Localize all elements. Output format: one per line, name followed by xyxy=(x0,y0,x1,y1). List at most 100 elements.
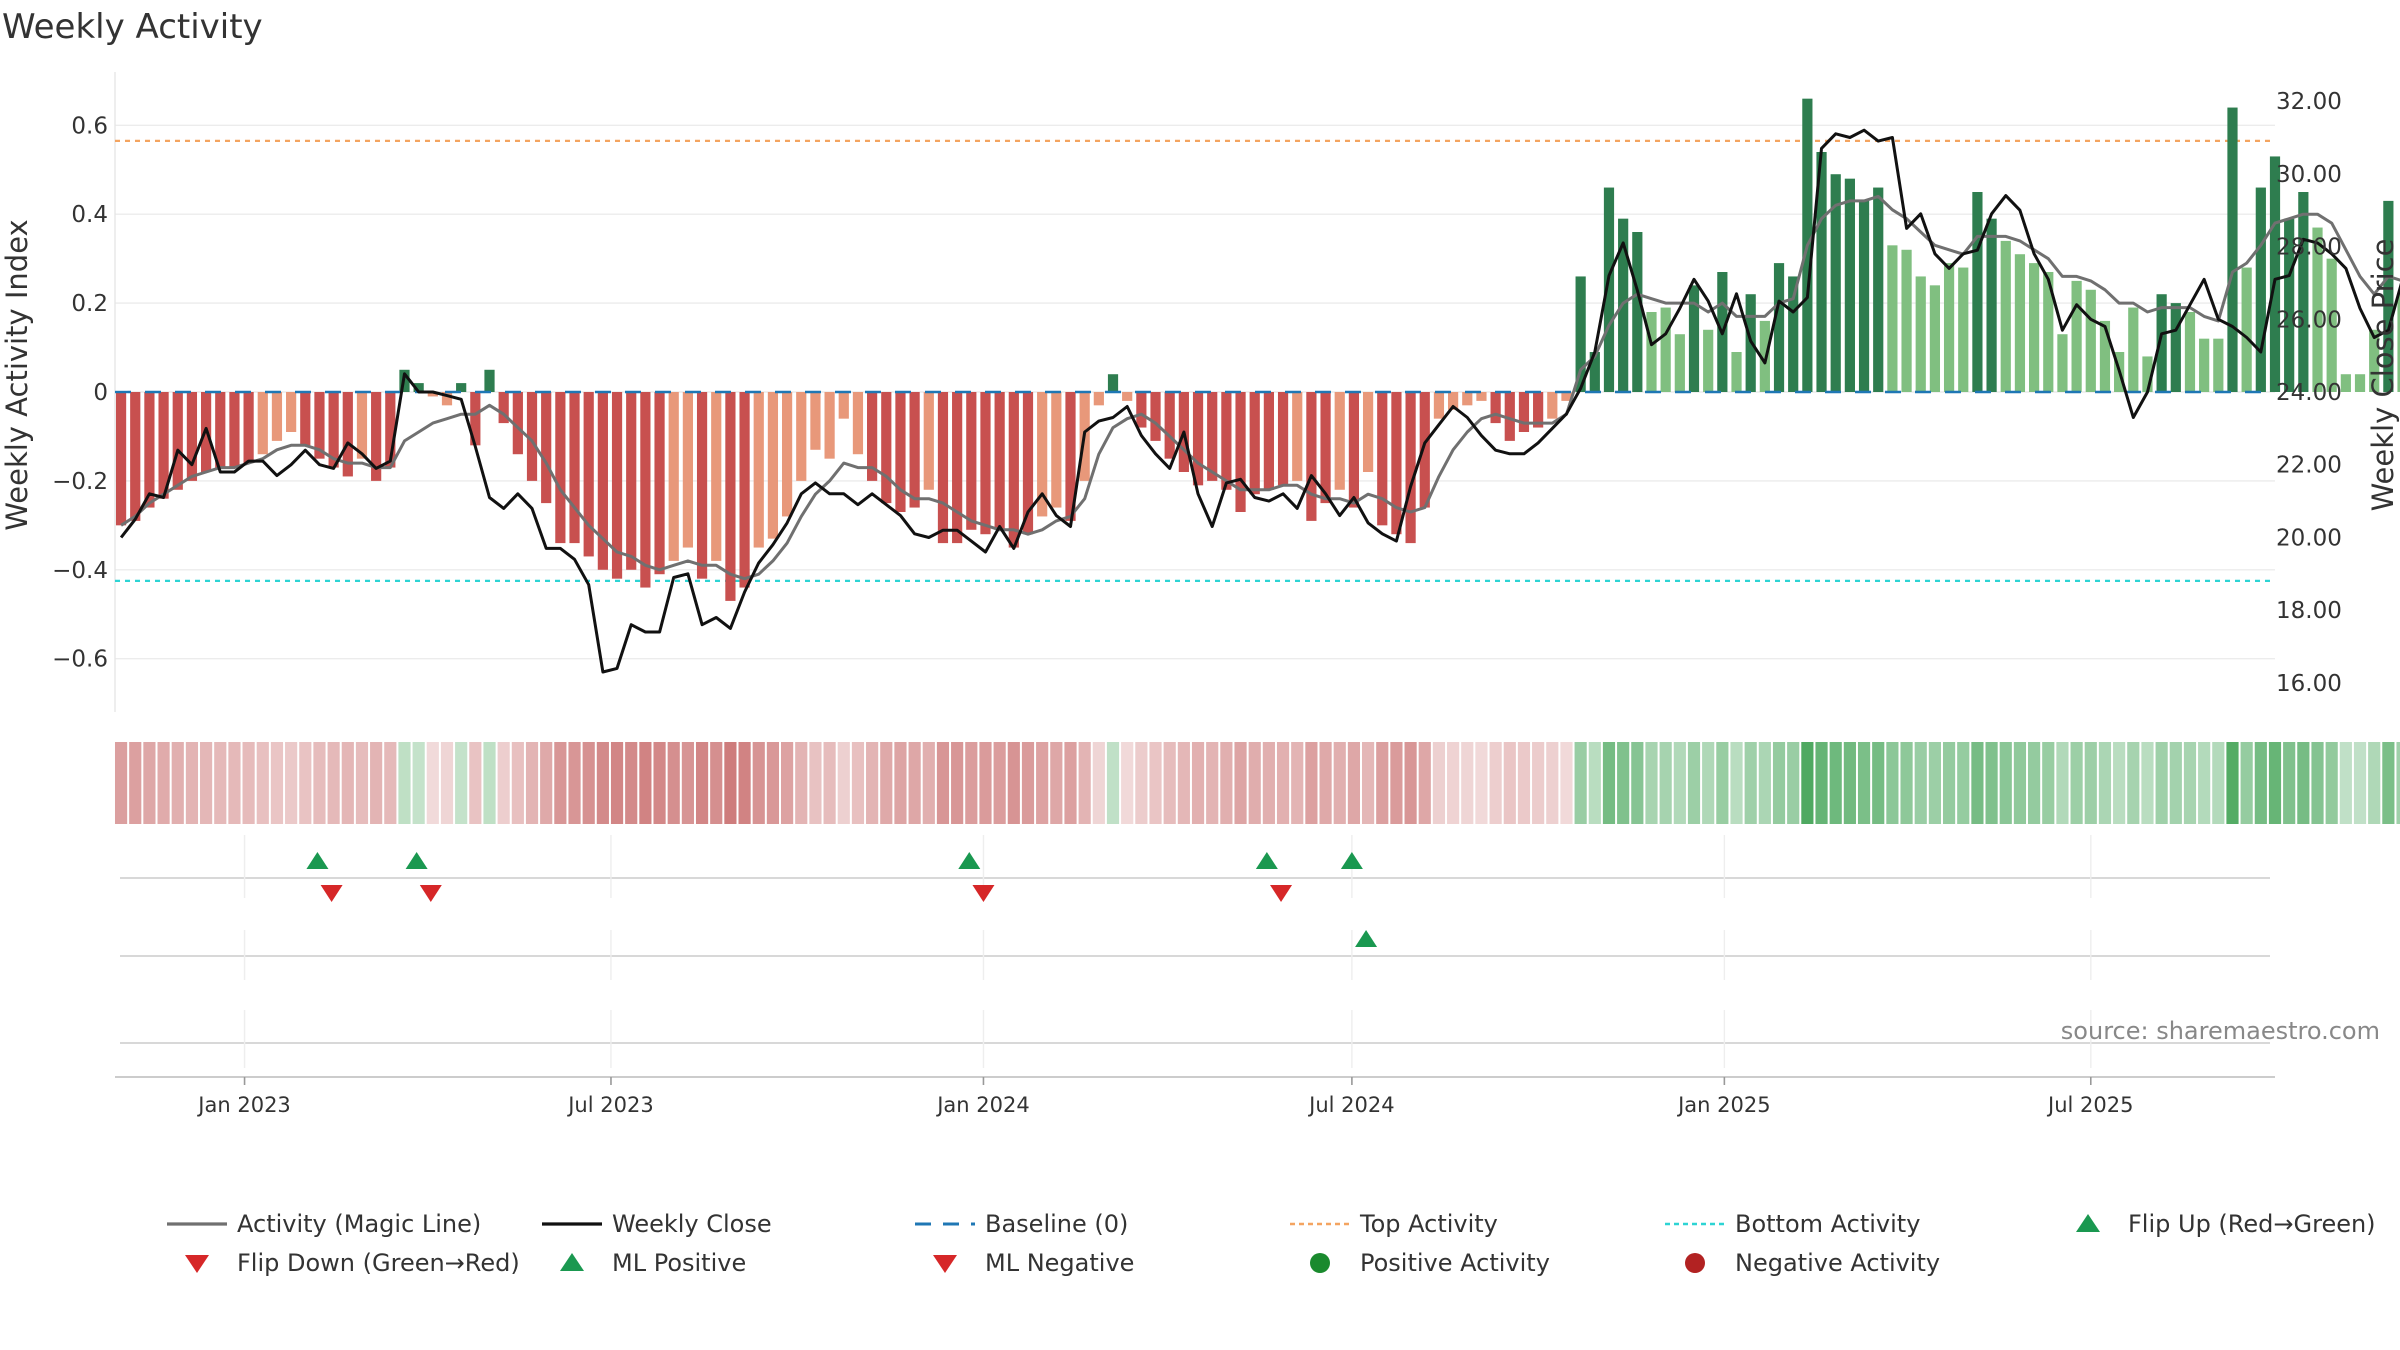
activity-bar xyxy=(2397,294,2400,392)
heat-cell xyxy=(214,742,227,824)
activity-bar xyxy=(215,392,226,468)
heat-cell xyxy=(1829,742,1842,824)
heat-cell xyxy=(2098,742,2112,824)
activity-bar xyxy=(682,392,693,548)
y2-tick-label: 26.00 xyxy=(2276,307,2342,333)
y-tick-label: 0.4 xyxy=(71,202,108,228)
activity-bar xyxy=(441,392,453,406)
heat-cell xyxy=(2325,742,2338,824)
activity-bar xyxy=(1122,392,1133,401)
heat-cell xyxy=(1305,742,1318,824)
activity-bar xyxy=(1462,392,1473,406)
activity-bar xyxy=(2057,334,2068,392)
heat-cell xyxy=(894,742,907,824)
heat-cell xyxy=(738,742,751,824)
y-tick-label: −0.4 xyxy=(52,558,108,584)
activity-bar xyxy=(1249,392,1260,495)
activity-bar xyxy=(371,392,382,481)
heat-cell xyxy=(1942,742,1956,824)
activity-bar xyxy=(867,392,878,481)
heat-cell xyxy=(384,742,397,824)
activity-bar xyxy=(314,392,325,459)
heat-cell xyxy=(1673,742,1686,824)
activity-bar xyxy=(1547,392,1558,419)
heat-cell xyxy=(540,742,553,824)
activity-bar xyxy=(456,383,467,392)
activity-bar xyxy=(512,392,523,455)
legend-label: Flip Up (Red→Green) xyxy=(2128,1210,2376,1238)
heat-cell xyxy=(497,742,510,824)
activity-bar xyxy=(1929,285,1941,392)
heat-cell xyxy=(781,742,794,824)
y-axis-right: 32.00 30.00 28.00 26.00 24.00 22.00 20.00 18.00… xyxy=(2276,89,2342,697)
activity-bar xyxy=(257,392,268,455)
activity-bar xyxy=(1093,392,1104,406)
heat-cell xyxy=(795,742,808,824)
heat-cell xyxy=(1843,742,1856,824)
heat-cell xyxy=(1361,742,1375,824)
heat-cell xyxy=(1716,742,1729,824)
activity-bar xyxy=(952,392,963,544)
y2-tick-label: 32.00 xyxy=(2276,89,2342,115)
heat-cell xyxy=(1602,742,1616,824)
activity-bar xyxy=(1391,392,1402,535)
activity-bar xyxy=(1377,392,1388,526)
heat-cell xyxy=(851,742,865,824)
heat-cell xyxy=(1617,742,1630,824)
activity-bar xyxy=(2085,289,2096,392)
heat-cell xyxy=(2297,742,2310,824)
activity-bar xyxy=(2255,187,2266,392)
activity-bar xyxy=(881,392,892,504)
activity-bar xyxy=(115,392,127,526)
activity-bar xyxy=(937,392,949,544)
legend-label: ML Negative xyxy=(985,1249,1134,1277)
heat-cell xyxy=(625,742,638,824)
legend-item: Flip Down (Green→Red) xyxy=(185,1249,520,1277)
heat-cell xyxy=(951,742,964,824)
activity-bar xyxy=(1646,312,1657,392)
activity-bar xyxy=(243,392,254,464)
activity-bar xyxy=(1348,392,1360,508)
activity-bar xyxy=(781,392,793,517)
activity-bar xyxy=(1688,285,1700,392)
y-tick-label: −0.2 xyxy=(52,469,108,495)
activity-bar xyxy=(2170,303,2181,392)
activity-bar xyxy=(1901,249,1912,392)
activity-bar xyxy=(1008,392,1019,548)
heat-cell xyxy=(143,742,156,824)
activity-bar xyxy=(2156,294,2167,392)
heat-cell xyxy=(483,742,496,824)
activity-bars xyxy=(115,98,2400,601)
heat-cell xyxy=(2084,742,2097,824)
activity-bar xyxy=(1433,392,1445,419)
legend-swatch-triangle-up xyxy=(560,1253,584,1271)
activity-bar xyxy=(1051,392,1062,508)
flip-down-marker xyxy=(419,885,442,902)
heat-cell xyxy=(908,742,921,824)
line-series xyxy=(115,128,2400,674)
activity-bar xyxy=(1958,267,1969,392)
heat-cell xyxy=(1702,742,1715,824)
activity-bar xyxy=(909,392,920,508)
heat-cell xyxy=(2226,742,2239,824)
legend-swatch-triangle-up xyxy=(2076,1214,2100,1232)
heat-cell xyxy=(2382,742,2395,824)
heat-cell xyxy=(1985,742,1998,824)
activity-bar xyxy=(427,392,438,397)
activity-bar xyxy=(470,392,481,446)
activity-bar xyxy=(1773,263,1785,392)
activity-bar xyxy=(328,392,339,468)
legend-label: Baseline (0) xyxy=(985,1210,1128,1238)
heat-cell xyxy=(596,742,609,824)
heat-cell xyxy=(2212,742,2225,824)
heat-cell xyxy=(639,742,652,824)
activity-bar xyxy=(1448,392,1459,410)
activity-bar xyxy=(1816,152,1827,392)
heat-cell xyxy=(610,742,624,824)
heat-cell xyxy=(1532,742,1545,824)
heat-cell xyxy=(1659,742,1672,824)
activity-bar xyxy=(1943,263,1955,392)
legend-label: Top Activity xyxy=(1359,1210,1498,1238)
heat-cell xyxy=(936,742,950,824)
activity-bar xyxy=(2269,156,2281,392)
